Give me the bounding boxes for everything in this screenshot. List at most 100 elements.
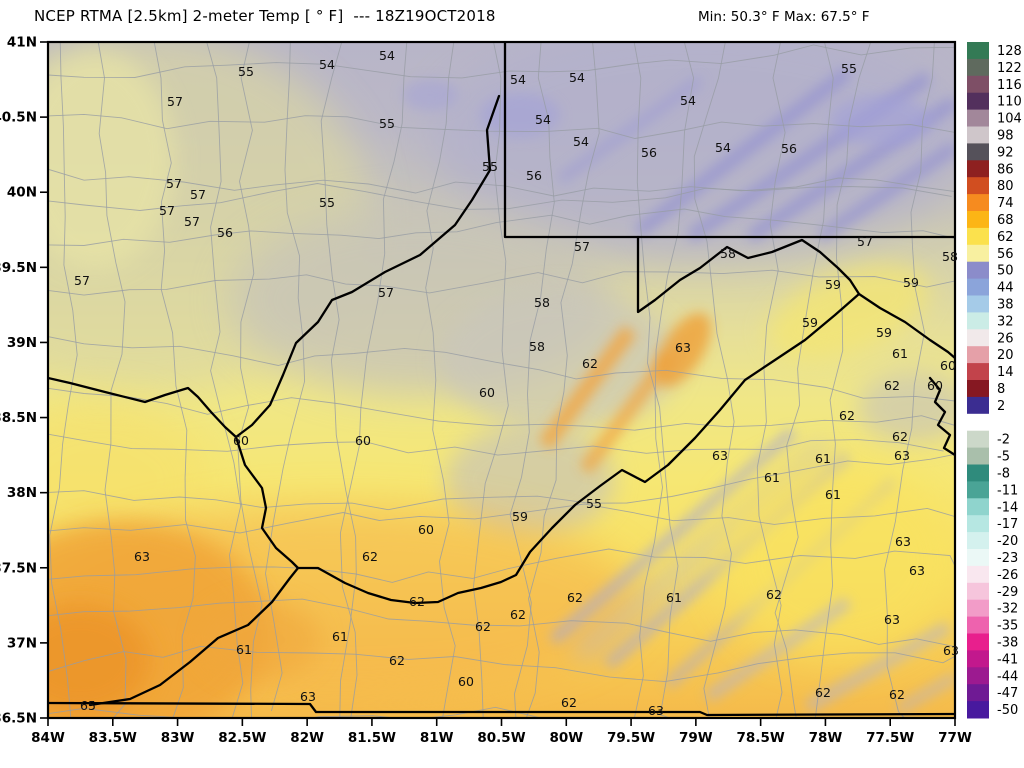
temp-label: 60 <box>418 522 434 537</box>
county-line <box>339 42 408 718</box>
temp-label: 56 <box>781 141 797 156</box>
temp-label: 55 <box>379 116 395 131</box>
county-line <box>48 387 955 431</box>
temp-label: 55 <box>482 159 498 174</box>
temp-label: 63 <box>909 563 925 578</box>
y-axis-label: 40.5N <box>0 110 37 126</box>
temp-label: 60 <box>927 378 943 393</box>
county-line <box>206 42 244 718</box>
x-axis-label: 78.5W <box>737 730 785 746</box>
temp-label: 58 <box>942 249 958 264</box>
colorbar-swatch <box>967 616 989 634</box>
colorbar-swatch <box>967 481 989 499</box>
temp-label: 63 <box>895 534 911 549</box>
colorbar-swatch <box>967 92 989 111</box>
colorbar-swatch <box>967 599 989 618</box>
temp-label: 61 <box>666 590 682 605</box>
y-axis-label: 37.5N <box>0 560 37 576</box>
temp-label: 57 <box>574 239 590 254</box>
colorbar-swatch <box>967 295 989 313</box>
colorbar-swatch <box>967 211 989 229</box>
x-axis-label: 83W <box>161 730 195 746</box>
x-axis-label: 81.5W <box>348 730 396 746</box>
latitude-axis: 41N 40.5N 40N 39.5N 39N 38.5N 38N 37.5N 37N 36.5N <box>0 35 48 727</box>
colorbar-swatch <box>967 633 989 651</box>
x-axis-label: 80W <box>549 730 583 746</box>
colorbar-label: 32 <box>997 314 1014 329</box>
temp-label: 62 <box>582 356 598 371</box>
colorbar-swatch <box>967 549 989 567</box>
temp-label: 63 <box>712 448 728 463</box>
colorbar-swatch <box>967 227 989 246</box>
colorbar-label: 8 <box>997 382 1005 397</box>
temp-label: 63 <box>134 549 150 564</box>
county-line <box>48 44 955 79</box>
colorbar-swatch <box>967 498 989 516</box>
temp-label: 62 <box>766 587 782 602</box>
colorbar-label: -2 <box>997 433 1010 448</box>
x-axis-label: 84W <box>31 730 65 746</box>
county-line <box>48 269 955 296</box>
county-line <box>49 42 78 718</box>
colorbar-label: 74 <box>997 196 1014 211</box>
potomac-estuary <box>928 376 955 457</box>
colorbar-label: 56 <box>997 247 1014 262</box>
temp-label: 54 <box>573 134 589 149</box>
colorbar-label: 62 <box>997 230 1014 245</box>
y-axis-label: 41N <box>7 35 37 51</box>
colorbar-swatch <box>967 109 989 127</box>
x-axis-label: 82W <box>290 730 324 746</box>
county-line <box>509 42 555 718</box>
temp-label: 61 <box>825 487 841 502</box>
temp-label: 59 <box>802 315 818 330</box>
colorbar-swatch <box>967 565 989 584</box>
temp-label: 61 <box>764 470 780 485</box>
temp-label: 62 <box>884 378 900 393</box>
temp-label: 62 <box>389 653 405 668</box>
county-line <box>237 42 263 718</box>
colorbar-label: 68 <box>997 213 1014 228</box>
temp-label: 54 <box>510 72 526 87</box>
state-border-kentucky-ohio <box>48 376 238 439</box>
temp-label: 56 <box>217 225 233 240</box>
temp-label: 59 <box>825 277 841 292</box>
county-line <box>525 42 600 718</box>
temp-label: 62 <box>839 408 855 423</box>
temp-label: 57 <box>166 176 182 191</box>
county-line <box>153 42 196 718</box>
temp-label: 57 <box>378 285 394 300</box>
colorbar-label: 38 <box>997 297 1014 312</box>
temp-label: 55 <box>841 61 857 76</box>
temp-label: 60 <box>940 358 956 373</box>
temp-label: 55 <box>586 496 602 511</box>
colorbar-label: 50 <box>997 264 1014 279</box>
colorbar-swatch <box>967 532 989 550</box>
county-line <box>48 453 955 511</box>
colorbar-label: -5 <box>997 450 1010 465</box>
county-line <box>265 42 306 712</box>
colorbar-label: 116 <box>997 78 1022 93</box>
colorbar-swatch <box>967 194 989 212</box>
temp-label: 65 <box>80 698 96 713</box>
colorbar-label: 80 <box>997 179 1014 194</box>
colorbar-swatch <box>967 329 989 347</box>
county-line <box>48 548 955 583</box>
colorbar-label: -47 <box>997 686 1018 701</box>
temp-label: 62 <box>561 695 577 710</box>
colorbar-swatch <box>967 650 989 668</box>
temp-label: 58 <box>529 339 545 354</box>
county-line <box>48 113 955 139</box>
colorbar-swatch <box>967 582 989 601</box>
colorbar-swatch <box>967 278 989 296</box>
temp-label: 62 <box>510 607 526 622</box>
x-axis-label: 77W <box>938 730 972 746</box>
temp-label: 60 <box>479 385 495 400</box>
temp-label: 58 <box>534 295 550 310</box>
temp-label: 61 <box>236 642 252 657</box>
x-axis-label: 81W <box>420 730 454 746</box>
temp-label: 63 <box>675 340 691 355</box>
y-axis-label: 38.5N <box>0 410 37 426</box>
colorbar-swatch <box>967 363 989 381</box>
